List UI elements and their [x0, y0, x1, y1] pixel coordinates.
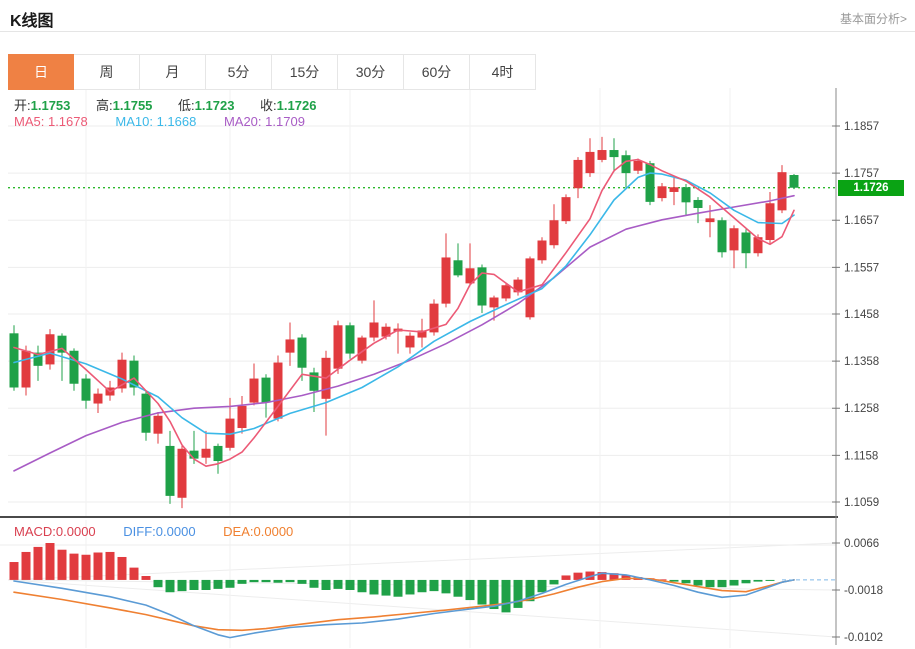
tab-30分[interactable]: 30分	[338, 54, 404, 90]
tab-周[interactable]: 周	[74, 54, 140, 90]
svg-text:0.0066: 0.0066	[844, 538, 879, 550]
macd-value: 0.0000	[55, 524, 96, 539]
close-value: 1.1726	[276, 98, 317, 113]
tab-月[interactable]: 月	[140, 54, 206, 90]
tab-4时[interactable]: 4时	[470, 54, 536, 90]
ohlc-readout: 开:1.1753 高:1.1755 低:1.1723 收:1.1726	[14, 95, 338, 114]
tab-日[interactable]: 日	[8, 54, 74, 90]
diff-label: DIFF:	[123, 524, 156, 539]
ma5-value: 1.1678	[47, 114, 88, 129]
svg-text:-0.0018: -0.0018	[844, 585, 883, 597]
low-value: 1.1723	[194, 98, 235, 113]
high-value: 1.1755	[112, 98, 153, 113]
diff-value: 0.0000	[155, 524, 196, 539]
svg-text:1.1158: 1.1158	[844, 450, 878, 462]
fundamental-analysis-link[interactable]: 基本面分析>	[839, 12, 907, 26]
svg-text:1.1358: 1.1358	[844, 356, 879, 368]
timeframe-tabs: 日周月 5分 15分 30分 60分 4时	[8, 54, 536, 90]
svg-text:1.1258: 1.1258	[844, 403, 879, 415]
svg-text:1.1458: 1.1458	[844, 309, 879, 321]
close-label: 收:	[260, 98, 277, 113]
high-label: 高:	[96, 98, 113, 113]
svg-text:-0.0102: -0.0102	[844, 632, 883, 644]
page-header: K线图 基本面分析>	[0, 0, 915, 32]
dea-value: 0.0000	[253, 524, 294, 539]
macd-readout: MACD:0.0000 DIFF:0.0000 DEA:0.0000	[14, 524, 317, 539]
macd-label: MACD:	[14, 524, 56, 539]
low-label: 低:	[178, 98, 195, 113]
current-price-badge: 1.1726	[838, 180, 904, 196]
ma5-label: MA5:	[14, 114, 45, 129]
open-value: 1.1753	[30, 98, 71, 113]
ma10-value: 1.1668	[156, 114, 197, 129]
tab-60分[interactable]: 60分	[404, 54, 470, 90]
ma20-label: MA20:	[223, 114, 262, 129]
ma-readout: MA5: 1.1678 MA10: 1.1668 MA20: 1.1709	[14, 114, 329, 129]
ma10-label: MA10:	[115, 114, 153, 129]
dea-label: DEA:	[223, 524, 254, 539]
ma20-value: 1.1709	[265, 114, 305, 129]
svg-text:1.1857: 1.1857	[844, 121, 879, 133]
svg-text:1.1059: 1.1059	[844, 497, 879, 509]
open-label: 开:	[14, 98, 31, 113]
tab-5分[interactable]: 5分	[206, 54, 272, 90]
svg-text:1.1557: 1.1557	[844, 262, 879, 274]
tab-15分[interactable]: 15分	[272, 54, 338, 90]
svg-text:1.1757: 1.1757	[844, 168, 879, 180]
svg-text:1.1657: 1.1657	[844, 215, 879, 227]
page-title: K线图	[10, 13, 54, 30]
